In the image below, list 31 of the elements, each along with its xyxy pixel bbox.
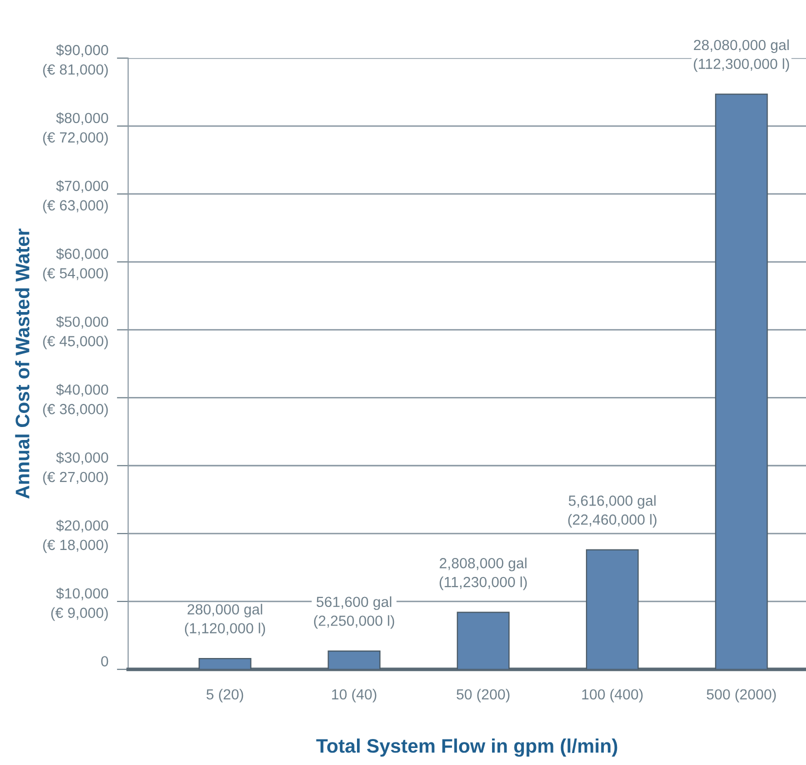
x-tick-label: 100 (400) — [582, 688, 643, 702]
y2-axis-title: Annual Cost of Wasted Water — [15, 228, 30, 499]
x-tick-label: 500 (2000) — [706, 688, 776, 702]
annotation: 28,080,000 gal (112,300,000 l) — [694, 39, 790, 72]
y-tick-label: 0 — [101, 656, 108, 666]
y2-tick-label: (€ 36,000) — [43, 404, 108, 418]
x-axis-title: Total System Flow in gpm (l/min) — [316, 738, 618, 757]
annotation: 2,808,000 gal (11,230,000 l) — [440, 558, 527, 590]
y2-tick-label: (€ 63,000) — [43, 200, 108, 214]
y2-tick-label: (€ 72,000) — [43, 132, 108, 146]
x-tick-label: 50 (200) — [456, 688, 510, 702]
y-tick-label: $30,000 — [56, 452, 108, 464]
y2-tick-label: (€ 81,000) — [43, 64, 108, 78]
y-tick-label: $40,000 — [56, 384, 108, 397]
y2-tick-label: (€ 45,000) — [43, 336, 108, 350]
annotation: 561,600 gal (2,250,000 l) — [314, 596, 394, 629]
y-tick-label: $20,000 — [56, 520, 108, 532]
y-tick-label: $60,000 — [56, 248, 108, 261]
annotation: 280,000 gal (1,120,000 l) — [184, 604, 266, 636]
y-tick-label: $70,000 — [56, 180, 108, 193]
y2-tick-label: (€ 54,000) — [43, 268, 108, 282]
x-tick-label: 5 (20) — [206, 688, 244, 702]
y-tick-label: $90,000 — [56, 44, 108, 57]
y2-tick-label: (€ 27,000) — [43, 471, 108, 486]
y-tick-label: $10,000 — [56, 588, 108, 600]
annotation: 5,616,000 gal (22,460,000 l) — [568, 495, 656, 528]
y2-tick-label: (€ 9,000) — [51, 607, 108, 621]
x-tick-label: 10 (40) — [332, 688, 376, 702]
y2-tick-label: (€ 18,000) — [43, 539, 108, 553]
y-tick-label: $50,000 — [56, 316, 108, 329]
y-tick-label: $80,000 — [56, 112, 108, 125]
